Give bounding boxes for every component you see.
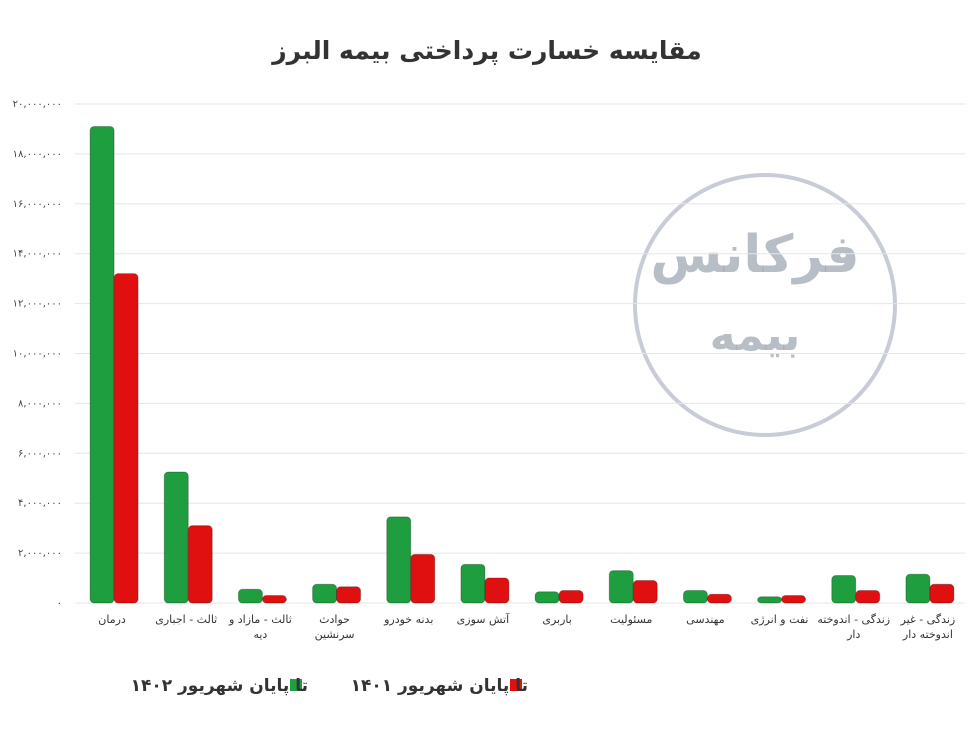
x-tick-label: آتش سوزی bbox=[456, 613, 510, 626]
bar bbox=[534, 591, 560, 604]
bar bbox=[460, 563, 486, 604]
bar bbox=[237, 588, 263, 604]
x-tick-label: بدنه خودرو bbox=[384, 613, 434, 626]
x-tick-label: زندگی - غیر اندوخته دار bbox=[900, 613, 956, 641]
y-tick-label: ۱۴,۰۰۰,۰۰۰ bbox=[13, 249, 62, 260]
bar bbox=[484, 577, 510, 604]
legend-label: تا پایان شهریور ۱۴۰۲ bbox=[131, 676, 308, 696]
bar bbox=[312, 583, 338, 604]
bar bbox=[905, 573, 931, 604]
legend-label: تا پایان شهریور ۱۴۰۱ bbox=[351, 676, 528, 696]
x-tick-label: ثالث - اجباری bbox=[155, 613, 218, 626]
x-tick-label: درمان bbox=[98, 613, 126, 626]
legend-swatch bbox=[290, 679, 302, 691]
bar bbox=[336, 586, 362, 604]
y-tick-label: ۰ bbox=[57, 598, 62, 609]
x-tick-label: مسئولیت bbox=[610, 613, 653, 626]
x-tick-label: زندگی - اندوخته دار bbox=[817, 613, 891, 641]
bar bbox=[855, 590, 881, 604]
bar bbox=[163, 471, 189, 604]
x-tick-label: حوادث سرنشین bbox=[314, 613, 355, 641]
bar bbox=[187, 525, 213, 604]
bar bbox=[386, 516, 412, 604]
x-tick-label: مهندسی bbox=[686, 613, 725, 626]
bar bbox=[706, 593, 732, 604]
bar bbox=[558, 590, 584, 604]
y-tick-label: ۱۶,۰۰۰,۰۰۰ bbox=[13, 199, 62, 210]
y-tick-label: ۱۲,۰۰۰,۰۰۰ bbox=[13, 299, 62, 310]
y-tick-label: ۸,۰۰۰,۰۰۰ bbox=[18, 398, 62, 409]
x-tick-label: ثالث - مازاد و دیه bbox=[228, 613, 292, 641]
x-tick-label: باربری bbox=[542, 613, 572, 626]
bar bbox=[632, 580, 658, 604]
chart-title: مقایسه خسارت پرداختی بیمه البرز bbox=[270, 36, 702, 66]
y-tick-label: ۶,۰۰۰,۰۰۰ bbox=[18, 448, 62, 459]
legend-swatch bbox=[510, 679, 522, 691]
bar bbox=[682, 590, 708, 604]
y-tick-label: ۱۰,۰۰۰,۰۰۰ bbox=[13, 349, 62, 360]
watermark-text: بیمه bbox=[710, 310, 801, 361]
watermark-circle bbox=[633, 173, 897, 437]
bar bbox=[608, 570, 634, 604]
bar bbox=[89, 125, 115, 604]
y-tick-label: ۴,۰۰۰,۰۰۰ bbox=[18, 498, 62, 509]
watermark-text: فرکانس bbox=[650, 225, 859, 285]
y-tick-label: ۱۸,۰۰۰,۰۰۰ bbox=[13, 149, 62, 160]
bar bbox=[261, 595, 287, 604]
bar bbox=[113, 273, 139, 604]
y-tick-label: ۲,۰۰۰,۰۰۰ bbox=[18, 548, 62, 559]
bar bbox=[831, 575, 857, 604]
bar bbox=[929, 583, 955, 604]
bar bbox=[757, 596, 783, 604]
bar bbox=[781, 595, 807, 604]
x-tick-label: نفت و انرژی bbox=[750, 613, 809, 626]
y-tick-label: ۲۰,۰۰۰,۰۰۰ bbox=[13, 99, 62, 110]
bar bbox=[410, 553, 436, 604]
